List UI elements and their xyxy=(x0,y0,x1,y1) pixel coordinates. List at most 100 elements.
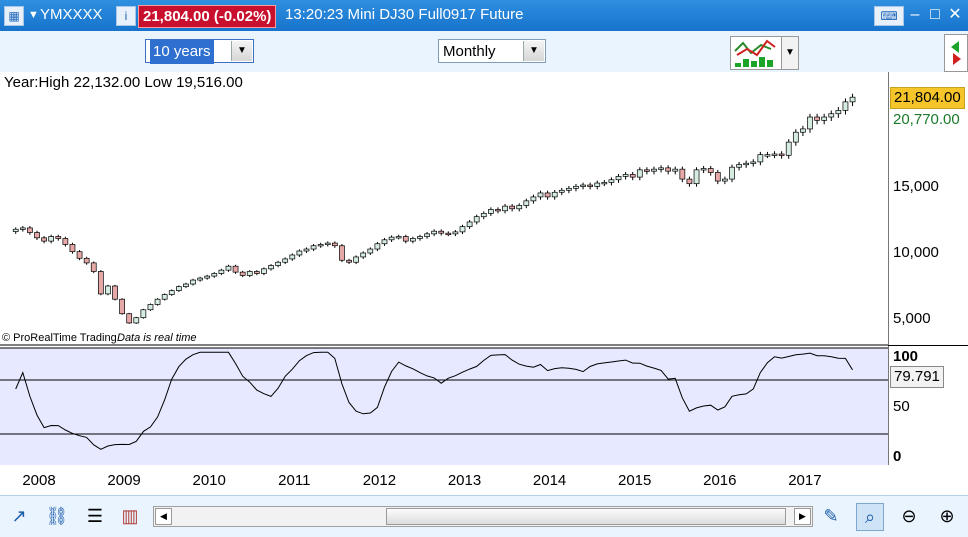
x-tick-label: 2008 xyxy=(22,472,56,489)
scroll-right-icon[interactable]: ▶ xyxy=(794,508,811,525)
candle xyxy=(147,304,154,311)
candle xyxy=(424,233,430,237)
candle xyxy=(353,256,359,263)
candle xyxy=(530,196,537,202)
candle xyxy=(69,244,76,253)
candle xyxy=(218,269,225,274)
ticker-symbol[interactable]: YMXXXX xyxy=(40,6,103,23)
candle xyxy=(317,244,324,247)
candle xyxy=(324,242,331,245)
keyboard-icon[interactable]: ⌨ xyxy=(874,6,904,26)
scroll-left-icon[interactable]: ◀ xyxy=(155,508,172,525)
candle xyxy=(296,250,303,256)
chevron-down-icon[interactable]: ▼ xyxy=(523,41,544,61)
close-icon[interactable]: ✕ xyxy=(948,6,962,23)
candle xyxy=(303,248,310,252)
indicators-dropdown-icon[interactable]: ▼ xyxy=(781,36,799,70)
candle xyxy=(140,309,147,319)
list-icon[interactable]: ☰ xyxy=(86,506,104,526)
candle xyxy=(332,242,338,247)
candle xyxy=(374,243,381,250)
minimize-icon[interactable]: – xyxy=(910,6,920,23)
candle xyxy=(97,271,104,295)
candle xyxy=(76,251,83,259)
link-icon[interactable]: ⛓ xyxy=(45,506,69,526)
candle xyxy=(800,128,806,133)
level-price-tag: 20,770.00 xyxy=(893,111,960,128)
candle xyxy=(785,141,792,156)
candle xyxy=(133,317,140,324)
candle xyxy=(792,131,799,143)
indicator-value-tag: 79.791 xyxy=(890,366,944,388)
period-select[interactable]: 10 years ▼ xyxy=(145,39,254,64)
brick-icon[interactable]: ▥ xyxy=(121,506,139,526)
candle xyxy=(771,153,778,156)
candle xyxy=(566,187,572,191)
x-tick-label: 2016 xyxy=(703,472,737,489)
interval-select[interactable]: Monthly ▼ xyxy=(438,39,546,63)
zoom-out-icon[interactable]: ⊖ xyxy=(901,506,917,526)
side-panel-toggle[interactable] xyxy=(944,34,968,72)
y-tick-label: 10,000 xyxy=(893,244,939,261)
scroll-thumb[interactable] xyxy=(386,508,786,525)
candle xyxy=(232,265,239,273)
price-axis[interactable]: 15,000 10,000 5,000 100 50 0 xyxy=(888,72,968,465)
grid-menu-icon[interactable]: ▦ xyxy=(4,6,24,26)
chart-type-icon[interactable]: ↗ xyxy=(11,506,27,526)
candle xyxy=(253,271,260,274)
title-bar: ▦ ▼ YMXXXX i 21,804.00 (-0.02%) 13:20:23… xyxy=(0,0,968,31)
x-tick-label: 2011 xyxy=(278,472,311,489)
candle xyxy=(750,161,757,164)
candle xyxy=(736,164,742,168)
x-tick-label: 2009 xyxy=(107,472,141,489)
osc-tick-label: 100 xyxy=(893,348,919,365)
candle xyxy=(339,245,345,261)
osc-tick-label: 0 xyxy=(893,448,902,465)
candle xyxy=(700,168,707,171)
indicators-button[interactable] xyxy=(730,36,782,70)
y-tick-label: 5,000 xyxy=(893,310,931,327)
candle xyxy=(83,257,90,264)
x-tick-label: 2013 xyxy=(447,472,482,489)
horizontal-scrollbar[interactable]: ◀ ▶ xyxy=(153,506,813,527)
candle xyxy=(594,182,601,187)
maximize-icon[interactable]: □ xyxy=(930,6,940,23)
candle xyxy=(261,268,267,274)
candle xyxy=(558,189,565,193)
chart-area[interactable]: Year:High 22,132.00 Low 19,516.00 © ProR… xyxy=(0,72,888,465)
candle xyxy=(608,179,615,183)
candle xyxy=(693,169,700,185)
candle xyxy=(466,221,473,227)
zoom-in-icon[interactable]: ⊕ xyxy=(939,506,955,526)
price-change-badge: 21,804.00 (-0.02%) xyxy=(138,5,277,28)
last-price-tag: 21,804.00 xyxy=(890,87,965,109)
candle xyxy=(12,228,19,232)
candle xyxy=(544,192,551,198)
ticker-dropdown-icon[interactable]: ▼ xyxy=(28,9,39,21)
candle xyxy=(821,116,828,121)
y-tick-label: 15,000 xyxy=(893,178,939,195)
bottom-toolbar: ↗ ⛓ ☰ ▥ ◀ ▶ ✎ ⌕ ⊖ ⊕ xyxy=(0,495,968,537)
candle xyxy=(551,191,558,198)
candle xyxy=(105,285,111,295)
candle xyxy=(27,227,33,233)
indicator-panel-bg xyxy=(0,348,888,465)
candle xyxy=(729,166,735,180)
drawing-tool-icon[interactable]: ✎ xyxy=(823,506,839,526)
candle xyxy=(473,216,480,223)
candle xyxy=(651,168,657,172)
candle xyxy=(268,265,274,270)
candle xyxy=(112,285,118,300)
candle xyxy=(757,154,764,163)
x-tick-label: 2015 xyxy=(618,472,652,489)
candle xyxy=(615,176,622,181)
candle xyxy=(161,294,168,300)
chevron-down-icon[interactable]: ▼ xyxy=(231,41,252,61)
candle xyxy=(814,116,820,121)
copyright-text: © ProRealTime Trading xyxy=(2,332,117,344)
zoom-fit-icon[interactable]: ⌕ xyxy=(856,503,884,531)
candle xyxy=(211,273,218,277)
candle xyxy=(190,279,196,285)
candle xyxy=(644,169,650,172)
info-icon[interactable]: i xyxy=(116,6,136,26)
